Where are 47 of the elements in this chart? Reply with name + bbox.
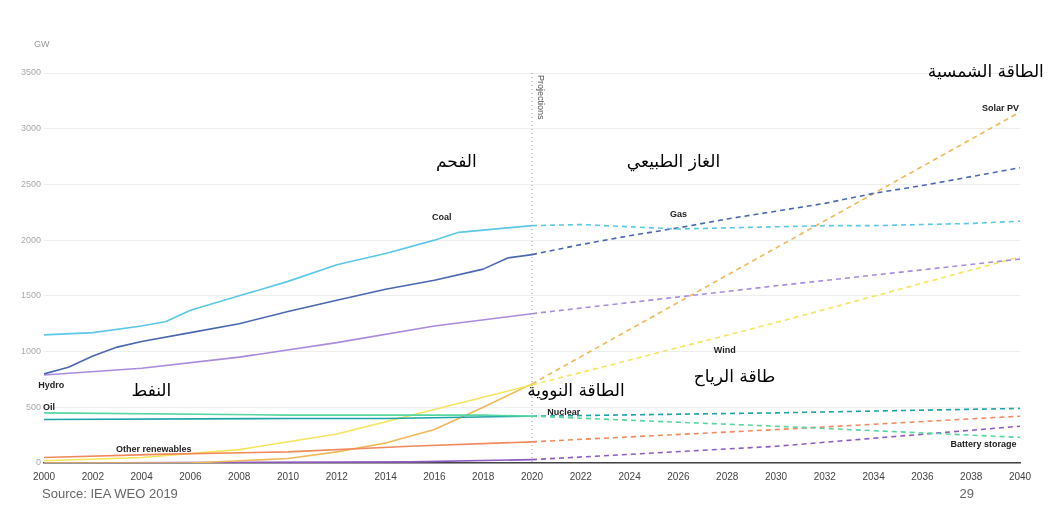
y-tick-label: 1500: [20, 290, 42, 301]
y-tick-label: 2500: [20, 178, 42, 189]
annotation: طاقة الرياح: [693, 365, 776, 387]
ref-line-label: Projections: [535, 75, 546, 121]
x-tick-label: 2010: [276, 470, 300, 482]
y-tick-label: 3000: [20, 123, 42, 134]
x-tick-label: 2030: [764, 470, 788, 482]
y-tick-label: 3500: [20, 67, 42, 78]
x-tick-label: 2020: [520, 470, 544, 482]
x-tick-label: 2018: [472, 470, 495, 482]
annotation: Nuclear: [547, 406, 581, 417]
annotation: Hydro: [38, 380, 65, 391]
x-tick-label: 2034: [862, 470, 886, 482]
x-tick-label: 2008: [228, 470, 251, 482]
annotation: Gas: [669, 209, 687, 219]
annotation: Coal: [431, 212, 452, 223]
y-tick-label: 0: [36, 457, 42, 468]
x-tick-label: 2026: [667, 470, 690, 482]
y-tick-label: 500: [25, 401, 42, 412]
annotation: Other renewables: [116, 444, 192, 455]
x-tick-label: 2012: [325, 470, 349, 482]
x-tick-label: 2032: [813, 470, 837, 482]
x-tick-label: 2006: [179, 470, 202, 482]
x-tick-label: 2016: [423, 470, 446, 482]
x-tick-label: 2022: [569, 470, 593, 482]
annotation: Wind: [713, 345, 736, 356]
x-tick-label: 2004: [130, 470, 154, 482]
y-tick-label: 1000: [20, 346, 42, 357]
x-tick-label: 2036: [911, 470, 934, 482]
annotation: الغاز الطبيعي: [626, 151, 721, 173]
annotation: النفط: [131, 380, 172, 401]
x-tick-label: 2038: [960, 470, 983, 482]
x-tick-label: 2014: [374, 470, 398, 482]
annotation: Solar PV: [981, 102, 1019, 113]
annotation: الطاقة النووية: [527, 380, 625, 401]
annotation: Battery storage: [950, 438, 1017, 449]
annotation: الفحم: [435, 151, 477, 173]
source-note: Source: IEA WEO 2019: [42, 486, 178, 501]
y-tick-label: 2000: [20, 234, 42, 245]
y-axis-title: GW: [34, 39, 50, 50]
x-tick-label: 2040: [1008, 470, 1032, 482]
annotation: الطاقة الشمسية: [927, 61, 1044, 82]
text: 29: [959, 486, 974, 501]
x-tick-label: 2024: [618, 470, 642, 482]
x-tick-label: 2028: [716, 470, 739, 482]
x-tick-label: 2002: [81, 470, 105, 482]
annotation: Oil: [42, 401, 55, 412]
